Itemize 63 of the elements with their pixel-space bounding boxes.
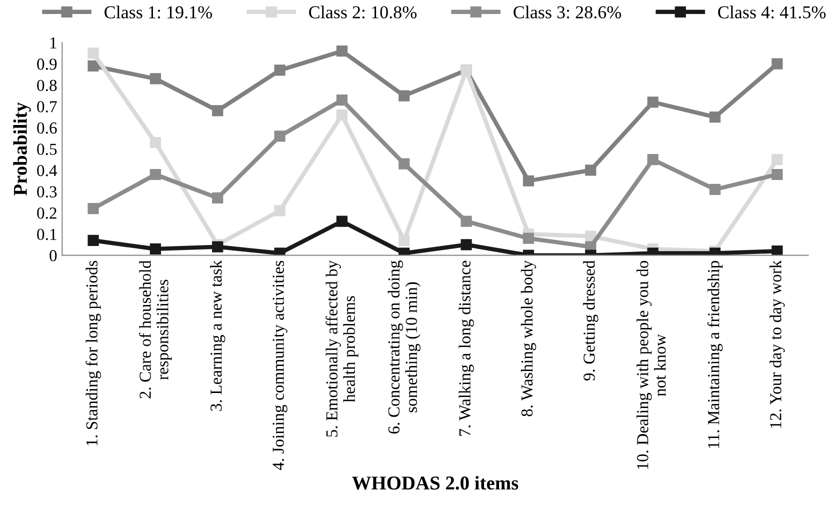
y-tick-label: 0.5 bbox=[37, 144, 57, 155]
legend-label: Class 3: 28.6% bbox=[514, 6, 622, 18]
point bbox=[274, 64, 286, 76]
x-tick-label: 9. Getting dressed bbox=[583, 260, 598, 380]
x-tick-label: 6. Concentrating on doing something (10 min) bbox=[388, 260, 420, 434]
legend-label: Class 2: 10.8% bbox=[309, 6, 417, 18]
y-tick-label: 0.3 bbox=[37, 186, 57, 198]
point bbox=[336, 46, 348, 57]
x-tick-label: 10. Dealing with people you do not know bbox=[636, 260, 666, 469]
y-tick-label: 0.6 bbox=[37, 122, 57, 134]
y-tick-label: 0.7 bbox=[37, 101, 57, 112]
point bbox=[772, 246, 783, 256]
point bbox=[522, 175, 534, 186]
y-tick-label: 0.2 bbox=[37, 208, 56, 219]
x-axis-title: WHODAS 2.0 items bbox=[352, 476, 518, 490]
point bbox=[772, 154, 783, 166]
point bbox=[212, 192, 224, 204]
point bbox=[336, 94, 348, 106]
point bbox=[647, 154, 658, 166]
point bbox=[772, 58, 783, 70]
legend-label: Class 4: 41.5% bbox=[718, 6, 826, 18]
point bbox=[460, 216, 472, 227]
x-tick-label: 7. Walking a long distance bbox=[458, 260, 474, 436]
x-tick-label: 3. Learning a new task bbox=[210, 260, 226, 411]
y-tick-label: 0.4 bbox=[37, 164, 58, 176]
point bbox=[88, 48, 99, 59]
point bbox=[709, 184, 721, 195]
x-tick-label: 4. Joining community activities bbox=[272, 260, 288, 470]
point bbox=[88, 202, 99, 214]
y-tick-label: 0 bbox=[50, 250, 57, 262]
x-tick-label: 2. Care of household responsibilities bbox=[138, 260, 172, 398]
point bbox=[274, 130, 286, 142]
point bbox=[336, 109, 348, 120]
point bbox=[585, 230, 596, 242]
point bbox=[150, 168, 161, 180]
x-tick-label: 5. Emotionally affected by health problems bbox=[326, 260, 358, 437]
point bbox=[212, 105, 224, 116]
point bbox=[709, 111, 721, 123]
point bbox=[398, 158, 410, 170]
x-tick-label: 11. Maintaining a friendship bbox=[707, 260, 723, 448]
point bbox=[772, 168, 783, 180]
point bbox=[336, 216, 348, 227]
x-tick-label: 1. Standing for long periods bbox=[86, 260, 101, 446]
point bbox=[88, 234, 99, 246]
point bbox=[274, 205, 286, 216]
point bbox=[585, 164, 596, 176]
point bbox=[150, 243, 161, 255]
point bbox=[522, 232, 534, 244]
y-axis-title: Probability bbox=[13, 102, 31, 196]
point bbox=[150, 73, 161, 84]
point bbox=[88, 60, 99, 72]
point bbox=[398, 234, 410, 246]
point bbox=[647, 96, 658, 108]
y-tick-label: 0.8 bbox=[37, 80, 57, 92]
point bbox=[150, 137, 161, 148]
y-tick-label: 0.9 bbox=[37, 58, 57, 70]
y-tick-label: 0.1 bbox=[37, 228, 56, 240]
x-tick-label: 12. Your day to day work bbox=[770, 260, 785, 428]
point bbox=[460, 239, 472, 250]
x-tick-label: 8. Washing whole body bbox=[520, 260, 536, 416]
point bbox=[398, 90, 410, 102]
legend-label: Class 1: 19.1% bbox=[104, 6, 212, 18]
y-tick-label: 1 bbox=[50, 37, 56, 48]
